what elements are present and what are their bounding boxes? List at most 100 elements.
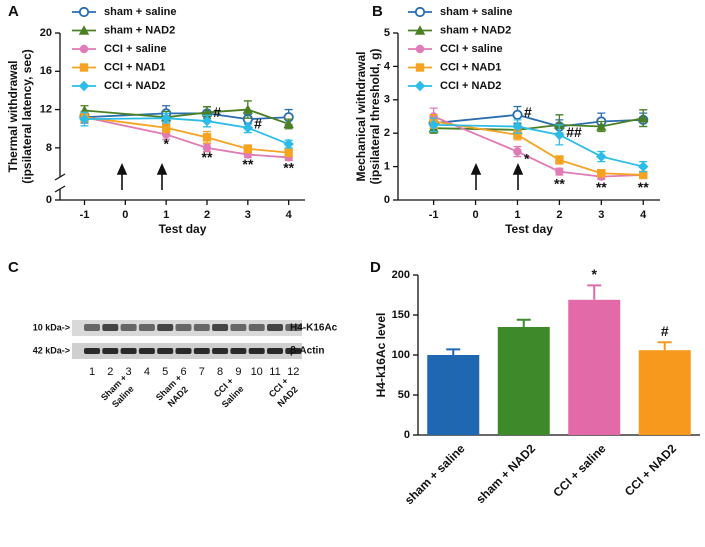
y-tick-label: 20: [40, 27, 52, 39]
legend-marker: [415, 44, 425, 54]
point: [202, 133, 212, 142]
legend-marker: [78, 25, 90, 35]
point: [284, 148, 293, 157]
point: [160, 112, 172, 124]
y-tick-label: 200: [392, 269, 410, 281]
point: [242, 122, 254, 133]
marker-label: 42 kDa->: [33, 345, 70, 355]
axis-break: [54, 173, 66, 181]
y-axis-title: (ipsilateral threshold, g): [368, 48, 382, 184]
legend-marker: [78, 6, 90, 18]
x-tick-label: 1: [514, 209, 520, 221]
significance: *: [592, 266, 598, 282]
axis-break: [54, 185, 66, 193]
x-tick-label: sham + NAD2: [473, 441, 538, 506]
band: [157, 348, 174, 354]
error-bar: [657, 341, 672, 351]
point: [638, 112, 649, 123]
lane-number: 2: [107, 366, 113, 378]
y-tick-label: 5: [384, 27, 390, 39]
bar: [427, 355, 480, 435]
annotation: #: [524, 104, 532, 120]
point: [555, 167, 564, 176]
band: [248, 348, 265, 354]
y-tick-label: 16: [40, 65, 52, 77]
x-tick-label: sham + saline: [402, 441, 468, 507]
band: [138, 324, 155, 331]
annotation: #: [254, 116, 262, 132]
point: [639, 170, 648, 180]
band: [285, 324, 302, 331]
error-bar: [446, 348, 461, 355]
x-tick-label: -1: [80, 209, 90, 221]
annotation: *: [524, 151, 530, 167]
arrow-head: [116, 163, 128, 175]
annotation: **: [242, 156, 253, 172]
x-tick-label: CCI + NAD2: [622, 441, 680, 499]
point: [283, 138, 294, 150]
band: [212, 348, 229, 354]
x-tick-label: CCI + saline: [550, 441, 608, 499]
annotation: **: [638, 179, 649, 195]
band: [267, 324, 283, 331]
legend-marker: [79, 44, 89, 54]
y-tick-label: 4: [384, 60, 391, 72]
y-tick-label: 150: [392, 309, 410, 321]
x-tick-label: 2: [556, 209, 562, 221]
panel-label: D: [370, 259, 381, 276]
point: [202, 143, 212, 153]
legend-label: CCI + NAD2: [440, 80, 501, 92]
lane-number: 9: [235, 366, 241, 378]
y-axis-title: (ipsilateral latency, sec): [20, 49, 34, 184]
annotation: **: [202, 149, 213, 165]
x-tick-label: 4: [640, 209, 647, 221]
protein-label: β-Actin: [290, 346, 324, 357]
lane-number: 5: [162, 366, 168, 378]
point: [512, 121, 523, 132]
arrow-head: [470, 163, 482, 175]
point: [79, 113, 90, 125]
lane-number: 6: [180, 366, 186, 378]
annotation: **: [283, 160, 294, 176]
bar: [568, 299, 621, 435]
protein-label: H4-K16Ac: [290, 323, 338, 334]
x-tick-label: 1: [163, 209, 169, 221]
annotation: #: [213, 104, 221, 120]
y-tick-label: 12: [40, 103, 52, 115]
panel-label: A: [8, 3, 19, 20]
x-axis-title: Test day: [159, 222, 207, 236]
y-tick-label: 2: [384, 127, 390, 139]
band: [212, 324, 229, 331]
band: [138, 348, 155, 354]
x-tick-label: 2: [204, 209, 210, 221]
point: [596, 121, 607, 131]
y-tick-label: 1: [384, 161, 390, 173]
legend-marker: [79, 63, 89, 72]
legend-label: CCI + NAD1: [104, 61, 165, 73]
lane-number: 8: [217, 366, 223, 378]
legend-label: sham + NAD2: [104, 24, 175, 36]
point: [513, 147, 522, 156]
legend-label: sham + saline: [104, 6, 176, 18]
band: [248, 324, 265, 331]
legend-label: CCI + saline: [440, 43, 503, 55]
legend-marker: [414, 25, 426, 35]
y-tick-label: 50: [398, 389, 410, 401]
legend-label: CCI + NAD2: [104, 80, 165, 92]
y-tick-label: 100: [392, 349, 410, 361]
y-tick-label: 0: [384, 194, 390, 206]
band: [120, 348, 137, 354]
band: [84, 324, 100, 331]
lane-number: 3: [126, 366, 132, 378]
band: [230, 348, 247, 354]
legend-label: sham + NAD2: [440, 24, 511, 36]
band: [102, 348, 119, 354]
annotation: *: [163, 136, 169, 152]
band: [175, 348, 192, 354]
significance: #: [661, 323, 669, 339]
error-bar: [516, 318, 531, 327]
point: [513, 130, 522, 140]
lane-number: 10: [251, 366, 263, 378]
legend-marker: [78, 80, 90, 92]
point: [201, 115, 213, 127]
